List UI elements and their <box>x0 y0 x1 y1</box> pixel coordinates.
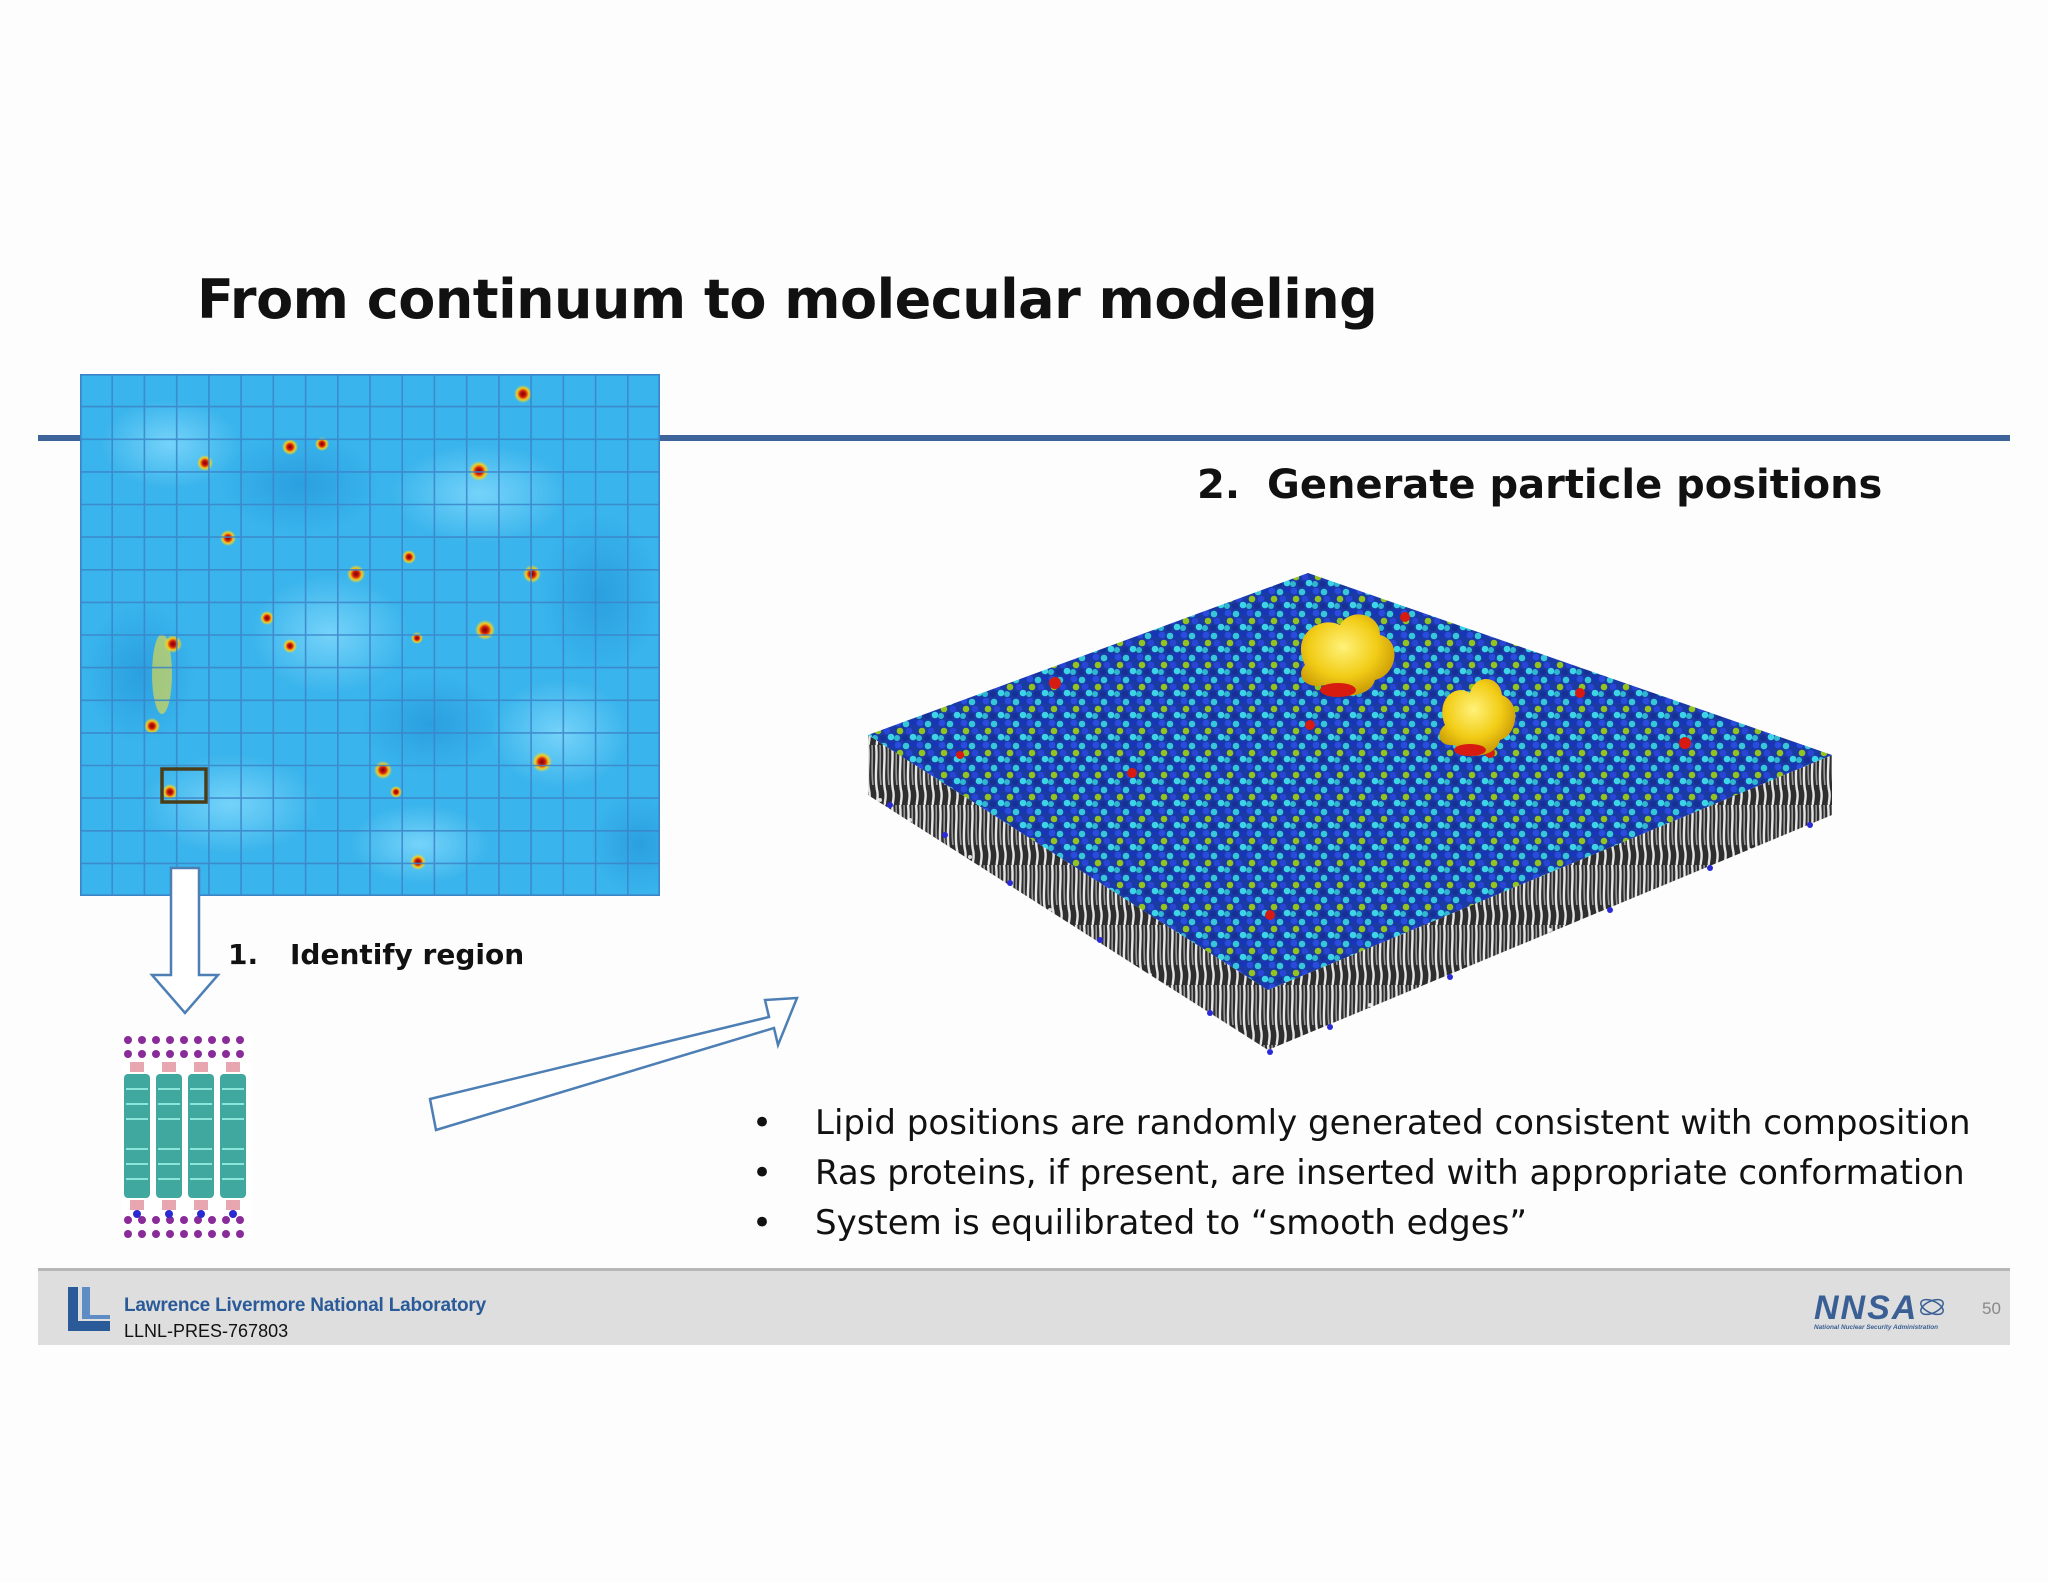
bullet-text: Lipid positions are randomly generated c… <box>815 1103 1971 1143</box>
bullet-marker: • <box>752 1203 773 1243</box>
molecular-lattice-image <box>122 1034 252 1240</box>
heatmap-grid <box>80 374 660 896</box>
bullet-marker: • <box>752 1103 773 1143</box>
step1-label: 1. Identify region <box>228 938 524 971</box>
document-id: LLNL-PRES-767803 <box>124 1321 289 1341</box>
step2-label: 2. Generate particle positions <box>1197 462 1882 508</box>
nnsa-logo-caption: National Nuclear Security Administration <box>1814 1324 1938 1331</box>
lipid-membrane-render <box>868 573 1832 1055</box>
step2-number: 2. <box>1197 462 1241 508</box>
nnsa-logo-letters: NNSA <box>1814 1289 1918 1327</box>
step1-number: 1. <box>228 938 259 971</box>
step1-text: Identify region <box>290 938 525 971</box>
page-number: 50 <box>1982 1299 2001 1318</box>
bullet-item: • Ras proteins, if present, are inserted … <box>740 1148 1971 1198</box>
continuum-heatmap <box>80 374 660 896</box>
bullet-text: Ras proteins, if present, are inserted w… <box>815 1153 1965 1193</box>
ras-protein-2 <box>1439 678 1516 756</box>
slide-footer: Lawrence Livermore National Laboratory L… <box>38 1268 2010 1345</box>
bullet-item: • Lipid positions are randomly generated … <box>740 1098 1971 1148</box>
bullet-list: • Lipid positions are randomly generated … <box>740 1098 1971 1248</box>
ras-protein-1 <box>1300 614 1395 697</box>
selected-region-box <box>160 767 208 804</box>
nnsa-logo: NNSA National Nuclear Security Administr… <box>1814 1289 1944 1331</box>
llnl-logo-icon <box>68 1287 110 1331</box>
slide-title: From continuum to molecular modeling <box>197 268 1378 331</box>
bullet-text: System is equilibrated to “smooth edges” <box>815 1203 1527 1243</box>
lab-name: Lawrence Livermore National Laboratory <box>124 1295 486 1316</box>
bullet-marker: • <box>752 1153 773 1193</box>
step2-text: Generate particle positions <box>1267 462 1883 508</box>
title-rule <box>38 435 2010 441</box>
bullet-item: • System is equilibrated to “smooth edges… <box>740 1198 1971 1248</box>
